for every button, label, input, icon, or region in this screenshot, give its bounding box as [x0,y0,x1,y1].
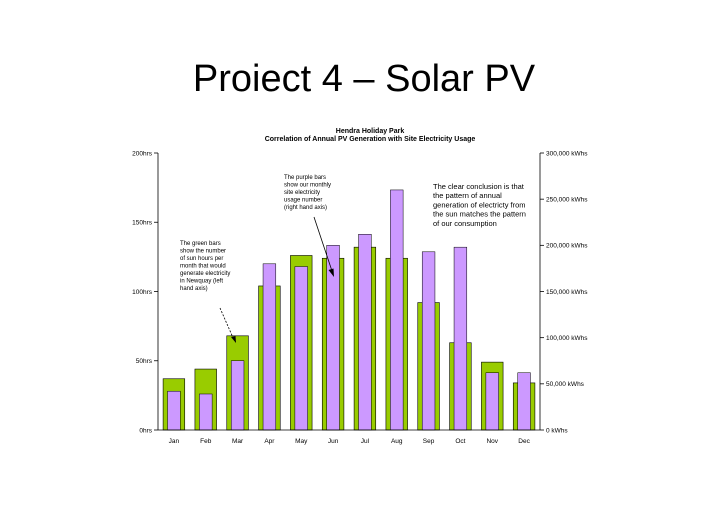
bar-electricity-usage-jul [358,234,372,431]
x-tick-label: Sep [423,438,435,445]
right-tick-label: 150,000 kWhs [546,289,588,296]
annotation-line: the sun matches the pattern [433,210,526,219]
left-tick-label: 100hrs [132,289,153,296]
x-tick-label: Nov [486,438,498,445]
x-tick-label: Feb [200,438,212,445]
annotation-green-arrow [219,307,235,341]
left-tick-label: 50hrs [136,358,153,365]
left-tick-label: 200hrs [132,150,153,157]
annotation-purple-text: The purple bars show our monthly site elec… [284,175,331,211]
annotation-line: of our consumption [433,219,497,228]
annotation-purple-arrowhead [328,268,334,277]
annotation-line: hand axis) [180,286,208,292]
annotation-green: The green bars show the number of sun hour… [180,241,236,343]
x-axis-ticks: Jan Feb Mar Apr May Jun Jul Aug Sep Oct Nov Dec [169,438,531,445]
right-tick-label: 50,000 kWhs [546,381,585,388]
bars-layer [162,189,536,431]
annotation-green-arrowhead [231,336,236,343]
bar-electricity-usage-oct [453,246,468,431]
x-tick-label: Mar [232,438,244,445]
annotation-line: usage number [284,198,322,204]
bar-electricity-usage-sep [421,251,436,431]
annotation-line: The clear conclusion is that [433,182,525,191]
annotation-line: show the number [180,249,226,255]
annotation-line: month that would [180,264,226,270]
right-tick-label: 250,000 kWhs [546,196,588,203]
x-tick-label: Jan [169,438,180,445]
x-tick-label: Jul [361,438,370,445]
x-tick-label: Oct [455,438,465,445]
left-axis-ticks: 0hrs 50hrs 100hrs 150hrs 200hrs [132,150,158,434]
bar-electricity-usage-aug [390,189,404,431]
annotation-line: in Newquay (left [180,279,223,285]
annotation-line: generate electricity [180,271,230,277]
bar-electricity-usage-mar [230,360,245,431]
annotation-conclusion: The clear conclusion is that the pattern … [433,182,526,228]
x-tick-label: Jun [328,438,339,445]
left-tick-label: 150hrs [132,220,153,227]
right-axis-ticks: 0 kWhs 50,000 kWhs 100,000 kWhs 150,000 kWh… [540,150,588,434]
chart-title: Hendra Holiday Park [336,128,405,135]
x-tick-label: Aug [391,438,403,445]
right-tick-label: 300,000 kWhs [546,150,588,157]
bar-electricity-usage-jan [167,390,181,431]
annotation-green-text: The green bars show the number of sun hour… [180,241,230,292]
annotation-line: generation of electricty from [433,200,526,209]
x-tick-label: Apr [264,438,275,445]
annotation-purple-arrow [313,216,333,272]
left-tick-label: 0hrs [139,427,152,434]
right-tick-label: 200,000 kWhs [546,243,588,250]
chart-subtitle: Correlation of Annual PV Generation with… [265,136,476,143]
bar-electricity-usage-feb [199,393,213,431]
annotation-line: site electricity [284,190,320,196]
x-tick-label: May [295,438,308,445]
bar-electricity-usage-may [294,266,308,431]
annotation-conclusion-text: The clear conclusion is that the pattern … [433,182,526,228]
bar-electricity-usage-dec [517,372,531,431]
right-tick-label: 0 kWhs [546,427,568,434]
annotation-line: (right hand axis) [284,205,327,211]
annotation-line: The purple bars [284,175,326,181]
slide-title: Proiect 4 – Solar PV [192,58,536,100]
annotation-line: show our monthly [284,183,331,189]
x-tick-label: Dec [518,438,530,445]
annotation-line: of sun hours per [180,256,223,262]
bar-electricity-usage-nov [485,372,499,431]
bar-electricity-usage-apr [262,263,277,431]
annotation-line: the pattern of annual [433,191,502,200]
right-tick-label: 100,000 kWhs [546,335,588,342]
annotation-purple: The purple bars show our monthly site elec… [284,175,334,277]
annotation-line: The green bars [180,241,221,247]
